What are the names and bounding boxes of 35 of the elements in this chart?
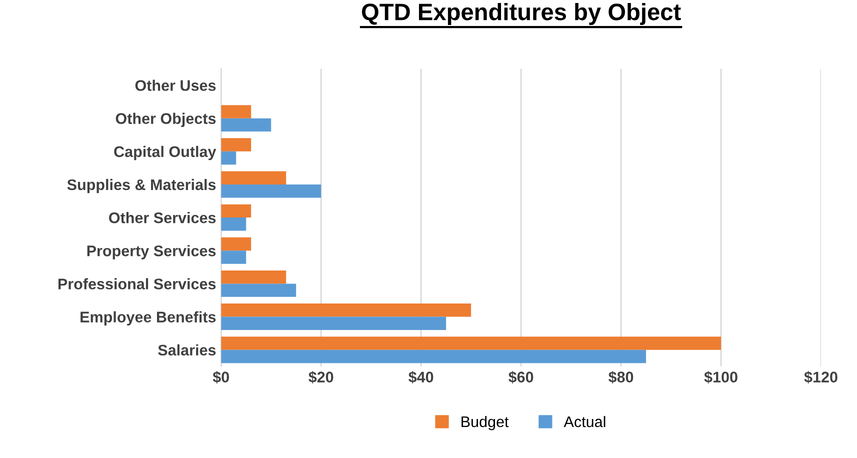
x-tick-label: $0 bbox=[212, 370, 229, 384]
y-tick-label: Supplies & Materials bbox=[67, 178, 216, 194]
y-tick-label: Other Uses bbox=[135, 80, 216, 91]
y-tick-label: Other Services bbox=[109, 212, 216, 224]
bar bbox=[221, 316, 446, 330]
bar bbox=[221, 204, 252, 218]
bar bbox=[221, 304, 472, 317]
x-tick-label: $20 bbox=[308, 370, 334, 384]
bar bbox=[221, 350, 646, 364]
bar bbox=[221, 118, 272, 132]
x-tick-label: $60 bbox=[508, 370, 534, 384]
bar bbox=[221, 171, 286, 184]
y-tick-label: Property Services bbox=[87, 245, 216, 260]
bar bbox=[221, 250, 246, 264]
bar bbox=[221, 336, 722, 350]
x-tick-label: $40 bbox=[408, 370, 434, 384]
bar bbox=[221, 270, 286, 284]
bar bbox=[221, 151, 236, 165]
x-tick-label: $100 bbox=[704, 370, 738, 384]
bar bbox=[221, 184, 322, 198]
bar bbox=[221, 138, 252, 152]
y-tick-label: Salaries bbox=[158, 344, 216, 356]
y-tick-label: Other Objects bbox=[116, 112, 216, 128]
chart-title: QTD Expenditures by Object bbox=[362, 2, 681, 25]
bar bbox=[221, 105, 252, 118]
legend-label: Actual bbox=[564, 416, 606, 428]
y-tick-label: Professional Services bbox=[58, 278, 216, 290]
y-tick-label: Employee Benefits bbox=[80, 311, 216, 326]
x-tick-label: $120 bbox=[804, 370, 838, 384]
bar bbox=[221, 284, 296, 297]
legend-label: Budget bbox=[462, 416, 509, 430]
y-tick-label: Capital Outlay bbox=[114, 146, 216, 160]
x-tick-label: $80 bbox=[608, 370, 634, 384]
bar bbox=[221, 218, 246, 231]
bar bbox=[221, 237, 252, 251]
